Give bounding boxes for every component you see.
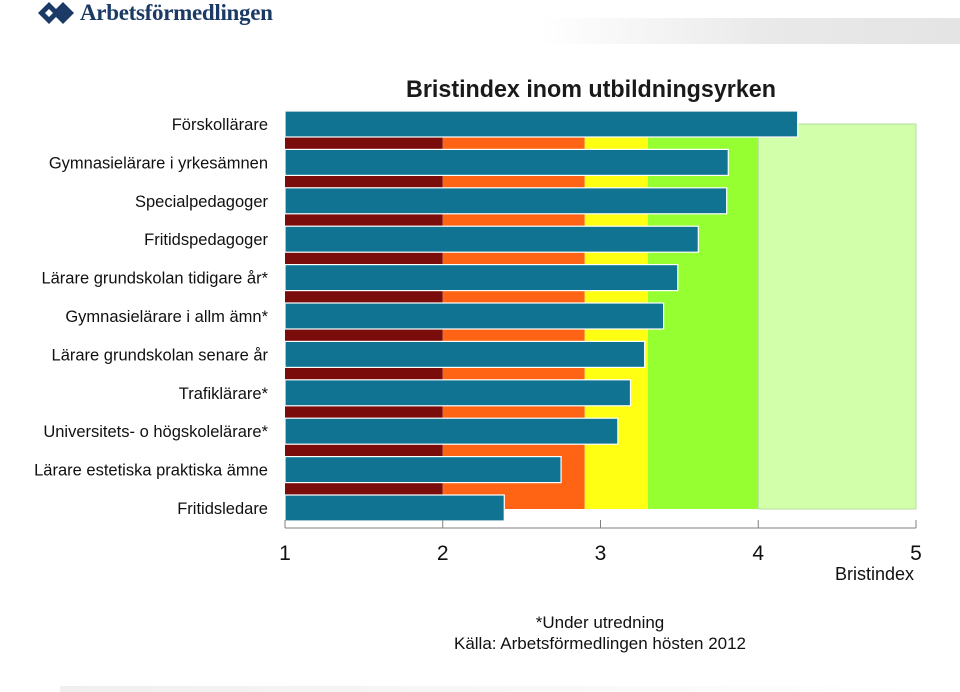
category-label-7: Lärare grundskolan senare år [52, 346, 269, 364]
bar-11 [284, 494, 505, 522]
x-tick-label-3: 3 [595, 542, 607, 565]
category-label-6: Gymnasielärare i allm ämn* [65, 308, 268, 326]
chart-title: Bristindex inom utbildningsyrken [406, 76, 776, 103]
decorative-top-stripe [540, 18, 960, 44]
background-band-5 [757, 123, 917, 510]
bar-7 [284, 340, 646, 368]
background-band-4 [647, 124, 759, 509]
x-tick-label-4: 4 [752, 542, 764, 565]
x-tick-label-1: 1 [279, 542, 291, 565]
category-label-11: Fritidsledare [177, 500, 268, 518]
bar-8 [284, 379, 632, 407]
x-axis-label: Bristindex [835, 564, 914, 584]
bar-3 [284, 187, 728, 215]
bar-2 [284, 148, 729, 176]
category-label-10: Lärare estetiska praktiska ämne [34, 462, 268, 480]
bar-9 [284, 417, 619, 445]
category-label-1: Förskollärare [172, 116, 268, 134]
category-label-2: Gymnasielärare i yrkesämnen [49, 154, 268, 172]
bar-4 [284, 225, 699, 253]
bar-5 [284, 264, 679, 292]
source-note: Källa: Arbetsförmedlingen hösten 2012 [453, 634, 747, 653]
bar-6 [284, 302, 665, 330]
x-tick-label-2: 2 [437, 542, 449, 565]
category-label-3: Specialpedagoger [135, 193, 269, 211]
logo: Arbetsförmedlingen [38, 0, 273, 26]
bar-1 [284, 110, 799, 138]
category-label-4: Fritidspedagoger [144, 231, 268, 249]
logo-text: Arbetsförmedlingen [80, 0, 273, 25]
category-label-8: Trafiklärare* [179, 385, 269, 403]
footnote-under-utredning: *Under utredning [535, 613, 665, 632]
logo-icon [38, 2, 74, 24]
decorative-bottom-stripe [60, 686, 920, 692]
x-tick-label-5: 5 [910, 542, 922, 565]
category-label-9: Universitets- o högskolelärare* [43, 423, 268, 441]
bar-10 [284, 456, 562, 484]
category-label-5: Lärare grundskolan tidigare år* [41, 270, 268, 288]
